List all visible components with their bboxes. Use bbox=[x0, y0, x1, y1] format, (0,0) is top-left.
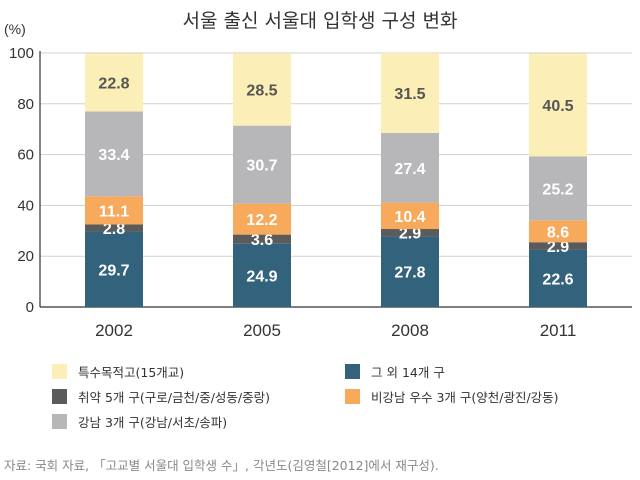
bar-segment bbox=[85, 196, 143, 225]
data-label: 29.7 bbox=[98, 262, 129, 279]
source-note: 자료: 국회 자료, 「고교별 서울대 입학생 수」, 각년도(김영철[2012… bbox=[4, 458, 439, 473]
data-label: 30.7 bbox=[246, 158, 277, 175]
data-label: 27.4 bbox=[394, 161, 425, 178]
legend-swatch bbox=[345, 364, 360, 379]
data-label: 12.2 bbox=[246, 212, 277, 229]
bar-segment bbox=[233, 243, 291, 307]
bar-segment bbox=[85, 111, 143, 197]
data-label: 33.4 bbox=[98, 147, 129, 164]
y-tick-label: 80 bbox=[17, 96, 34, 113]
legend-label: 그 외 14개 구 bbox=[371, 365, 445, 380]
data-label: 3.6 bbox=[251, 232, 273, 249]
data-label: 24.9 bbox=[246, 268, 277, 285]
bar-segment bbox=[233, 53, 291, 126]
data-label: 40.5 bbox=[542, 98, 573, 115]
data-label: 2.9 bbox=[547, 239, 569, 256]
bar-segment bbox=[529, 249, 587, 307]
bar-segment bbox=[529, 156, 587, 221]
legend-swatch bbox=[345, 389, 360, 404]
y-tick-label: 60 bbox=[17, 147, 34, 164]
y-axis-ticks: 0 20 40 60 80 100 bbox=[9, 45, 34, 316]
legend-swatch bbox=[52, 389, 67, 404]
y-tick-label: 0 bbox=[26, 299, 34, 316]
bar-segment bbox=[381, 202, 439, 230]
data-label: 8.6 bbox=[547, 224, 569, 241]
legend-label: 특수목적고(15개교) bbox=[78, 365, 184, 380]
data-label: 11.1 bbox=[99, 203, 129, 220]
x-axis-ticks: 2002 2005 2008 2011 bbox=[95, 321, 576, 340]
bar-segment bbox=[233, 203, 291, 235]
data-label: 27.8 bbox=[394, 265, 425, 282]
x-tick-label: 2008 bbox=[391, 321, 429, 340]
bars: 29.7 2.811.1 33.4 22.8 24.9 3.6 12.2 30.7 28.5 27… bbox=[85, 53, 587, 307]
x-tick-label: 2005 bbox=[243, 321, 281, 340]
bar-segment bbox=[381, 53, 439, 134]
bar-segment bbox=[381, 229, 439, 237]
x-tick-label: 2011 bbox=[540, 321, 577, 340]
y-tick-label: 20 bbox=[17, 248, 34, 265]
bar-segment bbox=[85, 53, 143, 112]
bar-segment bbox=[85, 231, 143, 307]
bar-segment bbox=[529, 242, 587, 250]
legend-label: 비강남 우수 3개 구(양천/광진/강동) bbox=[371, 390, 559, 405]
data-label: 31.5 bbox=[394, 86, 425, 103]
y-tick-label: 100 bbox=[9, 45, 34, 62]
data-label: 28.5 bbox=[246, 82, 277, 99]
y-tick-label: 40 bbox=[17, 197, 34, 214]
legend-label: 취약 5개 구(구로/금천/중/성동/중랑) bbox=[78, 390, 270, 405]
bar-segment bbox=[85, 224, 143, 232]
data-label: 22.8 bbox=[98, 75, 129, 92]
bar-segment bbox=[381, 236, 439, 307]
bar-segment bbox=[233, 125, 291, 204]
data-label: 25.2 bbox=[542, 181, 573, 198]
bar-segment bbox=[233, 234, 291, 244]
legend-label: 강남 3개 구(강남/서초/송파) bbox=[78, 415, 227, 430]
bar-segment bbox=[381, 133, 439, 203]
bar-segment bbox=[529, 220, 587, 243]
chart-title: 서울 출신 서울대 입학생 구성 변화 bbox=[183, 10, 458, 32]
y-axis-unit-label: (%) bbox=[4, 21, 26, 37]
legend: 특수목적고(15개교) 취약 5개 구(구로/금천/중/성동/중랑) 강남 3개 구… bbox=[52, 364, 559, 430]
data-label: 2.8 bbox=[103, 221, 125, 238]
legend-swatch bbox=[52, 414, 67, 429]
bar-segment bbox=[529, 53, 587, 157]
data-label: 22.6 bbox=[542, 271, 573, 288]
legend-swatch bbox=[52, 364, 67, 379]
data-label: 10.4 bbox=[394, 209, 425, 226]
x-tick-label: 2002 bbox=[95, 321, 133, 340]
data-label: 2.9 bbox=[399, 226, 421, 243]
